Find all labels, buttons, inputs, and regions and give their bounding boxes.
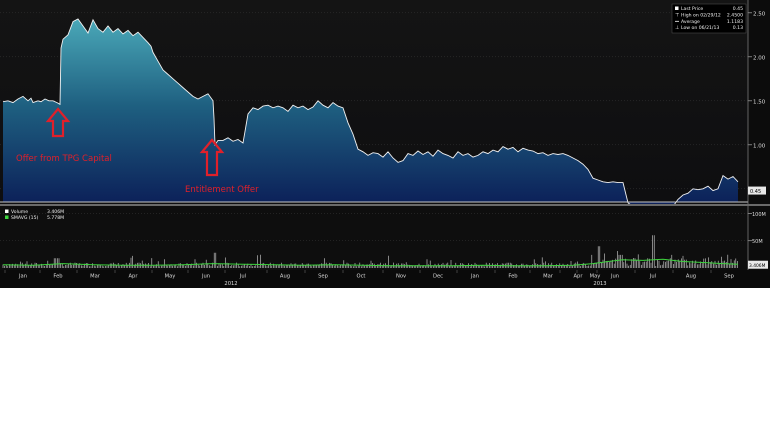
x-axis: Jan Feb Mar Apr May Jun Jul Aug Sep Oct Nov Dec Jan F… [4,270,735,287]
price-legend-label: Average [681,19,700,25]
x-tick-label: Apr [129,274,139,280]
legend-square-icon [675,6,679,10]
price-legend-value: 0.45 [733,6,743,12]
x-tick-label: Mar [90,274,101,280]
x-axis-strip [0,270,770,288]
price-last-value-tag [748,186,766,195]
price-legend: Last Price 0.45 ⊤ High on 02/29/12 2.4500 Ave… [671,3,747,34]
volume-bars [2,235,738,268]
legend-low-icon: ⊥ [675,25,679,31]
annotation-tpg-label: Offer from TPG Capital [16,154,112,164]
price-tick-label: 2.00 [753,55,766,61]
annotation-entitlement-label: Entitlement Offer [185,185,259,195]
volume-last-value-tag [748,260,768,269]
annotation-arrow-tpg [45,107,71,138]
x-tick-label: Oct [357,274,366,280]
volume-legend-value: 3.406M [47,209,64,215]
price-legend-label: High on 02/29/12 [681,12,721,18]
volume-legend: Volume 3.406M SMAVG (15) 5.778M [5,209,64,221]
legend-high-icon: ⊤ [675,12,679,18]
volume-legend-swatch [5,209,9,213]
volume-legend-label: Volume [11,209,28,215]
x-tick-label: Nov [396,274,406,280]
price-legend-label: Low on 06/21/13 [681,25,719,31]
price-axis-strip [748,0,770,204]
arrow-up-icon [199,138,225,177]
x-tick-label: Sep [318,274,328,280]
volume-tick-label: 50M [752,239,763,245]
x-tick-label: Mar [543,274,554,280]
x-year-label: 2012 [224,281,237,287]
x-tick-label: May [590,274,601,280]
price-area-fill [3,19,738,214]
volume-y-axis: 100M 50M 3.406M [747,206,768,270]
price-legend-value: 0.13 [733,25,743,31]
price-tick-label: 2.50 [753,11,766,17]
price-tick-label: 1.50 [753,99,766,105]
price-last-value-label: 0.45 [750,189,761,195]
price-line [2,18,739,214]
x-tick-label: Apr [574,274,584,280]
x-tick-label: Jul [649,274,656,280]
volume-axis-strip [748,206,770,270]
arrow-up-icon [45,107,71,138]
x-tick-label: Jun [201,274,210,280]
x-tick-label: May [165,274,176,280]
volume-legend-swatch [5,215,9,219]
smavg-line [2,258,739,267]
price-legend-value: 2.4500 [727,12,743,18]
volume-legend-value: 5.778M [47,215,64,221]
x-tick-label: Jan [470,274,479,280]
price-y-axis: 2.502.001.501.000.500.45 [747,0,766,204]
price-area-series [0,18,748,214]
price-tick-label: 1.00 [753,143,766,149]
volume-tick-label: 100M [752,212,766,218]
panel-divider [0,204,770,206]
x-tick-label: Sep [724,274,734,280]
price-legend-label: Last Price [681,6,703,12]
x-year-label: 2013 [593,281,606,287]
x-tick-label: Feb [53,274,63,280]
x-tick-label: Jan [18,274,27,280]
x-tick-label: Jul [239,274,246,280]
volume-smavg-line [2,258,739,267]
x-tick-label: Jun [610,274,619,280]
x-tick-label: Dec [433,274,443,280]
volume-legend-label: SMAVG (15) [11,215,39,221]
price-legend-value: 1.1183 [727,19,743,25]
price-legend-box [671,3,747,34]
x-tick-label: Aug [280,274,290,280]
annotation-arrow-entitlement [199,138,225,177]
x-tick-label: Feb [508,274,518,280]
volume-last-value-label: 3.406M [749,263,766,269]
x-tick-label: Aug [686,274,696,280]
